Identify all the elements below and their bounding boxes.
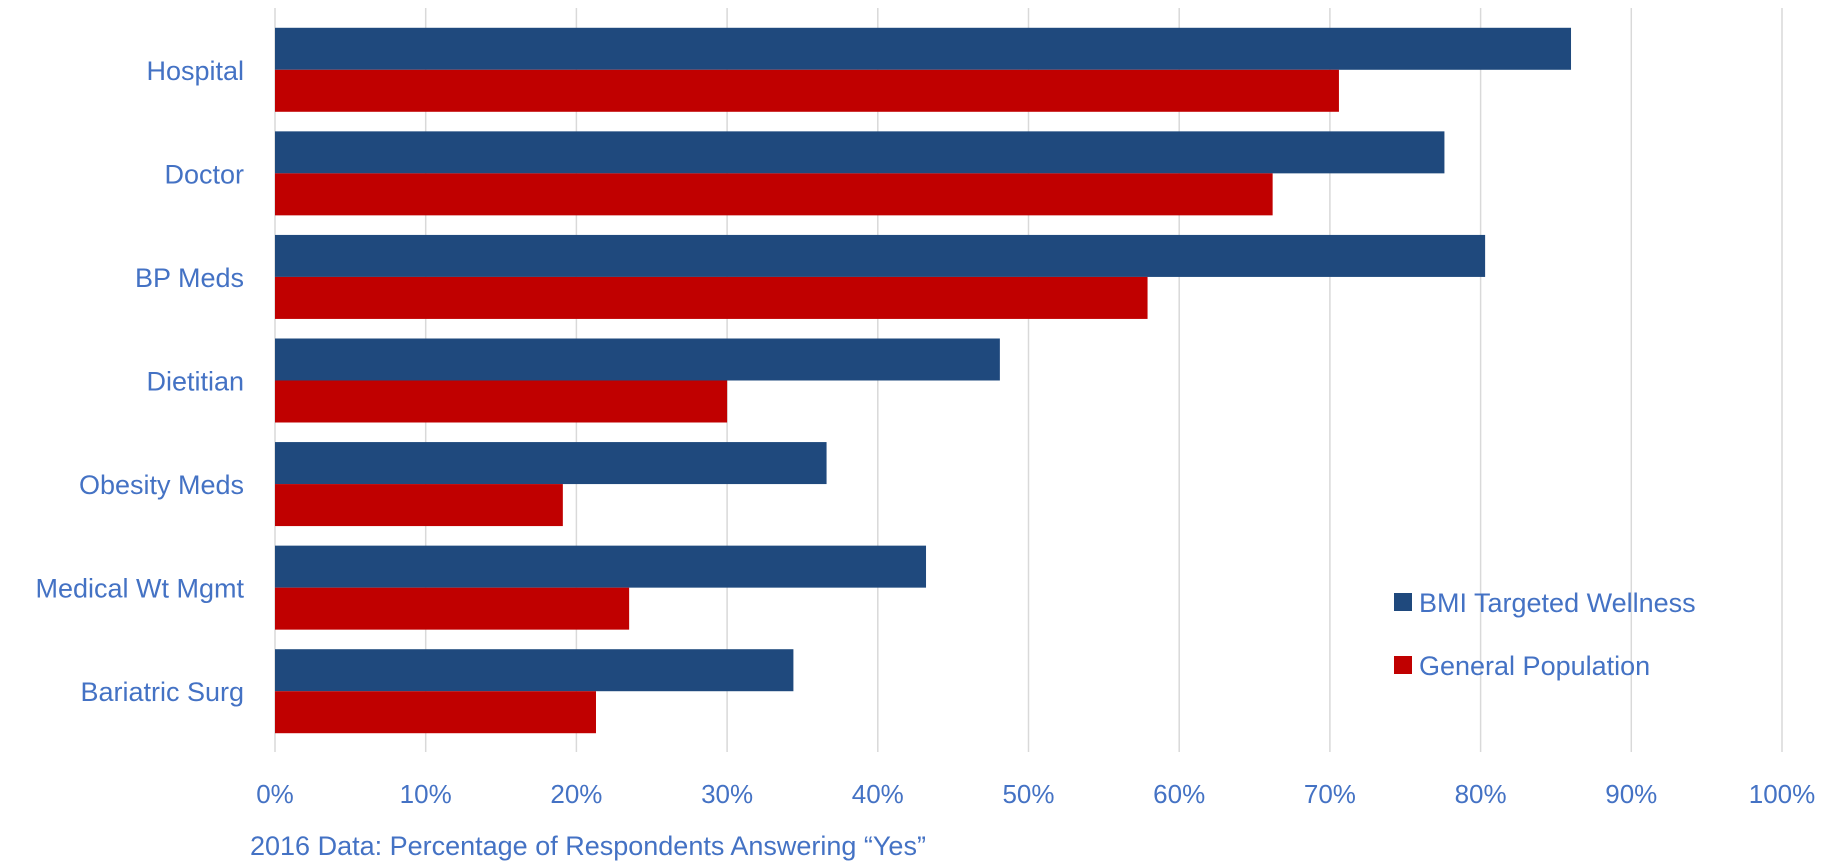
x-tick-labels: 0% 10% 20% 30% 40% 50% 60% 70% 80% 90% 100% (256, 779, 1815, 809)
bar-general-population (275, 587, 630, 630)
category-labels: Hospital Doctor BP Meds Dietitian Obesity Me… (35, 56, 244, 707)
bar-general-population (275, 69, 1339, 112)
bar-general-population (275, 173, 1273, 216)
legend-swatch (1394, 656, 1412, 674)
bar-bmi-targeted-wellness (275, 545, 927, 588)
x-tick-label: 60% (1153, 779, 1205, 809)
bars (275, 27, 1572, 734)
bar-general-population (275, 276, 1148, 319)
bar-bmi-targeted-wellness (275, 234, 1486, 277)
category-label: Dietitian (146, 367, 244, 397)
legend: BMI Targeted Wellness General Population (1394, 588, 1696, 681)
category-label: BP Meds (135, 263, 244, 293)
bar-bmi-targeted-wellness (275, 649, 794, 692)
x-tick-label: 10% (400, 779, 452, 809)
bar-general-population (275, 484, 563, 527)
bar-bmi-targeted-wellness (275, 338, 1000, 381)
bar-bmi-targeted-wellness (275, 131, 1445, 174)
bar-general-population (275, 691, 596, 734)
category-label: Bariatric Surg (80, 677, 244, 707)
x-tick-label: 0% (256, 779, 294, 809)
category-label: Hospital (146, 56, 244, 86)
x-tick-label: 40% (852, 779, 904, 809)
x-axis-label: 2016 Data: Percentage of Respondents Ans… (250, 831, 926, 861)
category-label: Obesity Meds (79, 470, 244, 500)
x-tick-label: 50% (1002, 779, 1054, 809)
x-tick-label: 70% (1304, 779, 1356, 809)
x-tick-label: 30% (701, 779, 753, 809)
x-tick-label: 20% (550, 779, 602, 809)
x-tick-label: 80% (1455, 779, 1507, 809)
category-label: Doctor (164, 159, 244, 189)
x-tick-label: 100% (1749, 779, 1816, 809)
category-label: Medical Wt Mgmt (35, 574, 244, 604)
bar-bmi-targeted-wellness (275, 442, 827, 485)
legend-label: BMI Targeted Wellness (1419, 588, 1696, 618)
bar-bmi-targeted-wellness (275, 27, 1572, 70)
bar-general-population (275, 380, 728, 423)
legend-swatch (1394, 593, 1412, 611)
x-tick-label: 90% (1605, 779, 1657, 809)
legend-label: General Population (1419, 651, 1650, 681)
